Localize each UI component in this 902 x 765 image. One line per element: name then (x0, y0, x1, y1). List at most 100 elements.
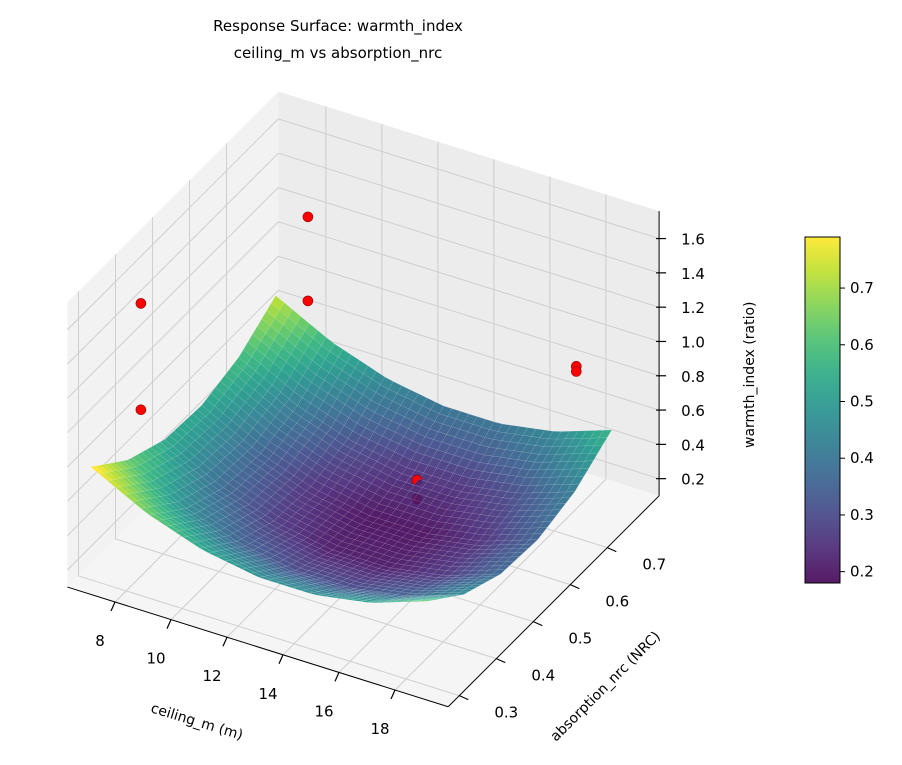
surface-facet (441, 595, 455, 598)
y-tick-label: 0.6 (605, 593, 629, 611)
z-axis-label: warmth_index (ratio) (742, 302, 758, 449)
axes: 8 10 12 14 16 18 0.3 0.4 0.5 0.6 0.7 0.2 0.4 0.6 0.8 1.… (67, 211, 705, 738)
surface-facet (496, 565, 511, 571)
surface-facet (450, 594, 464, 596)
surface-facet (533, 527, 548, 535)
y-tick-label: 0.3 (494, 704, 518, 722)
z-gridline (278, 255, 660, 377)
z-tick-label: 1.2 (681, 299, 705, 317)
x-tick-label: 14 (258, 685, 277, 703)
data-point (135, 298, 147, 309)
x-tick-label: 18 (370, 720, 389, 738)
surface-facet (538, 521, 552, 529)
z-gridline (278, 118, 660, 240)
surface-facet (547, 509, 562, 517)
x-tick (222, 636, 228, 647)
surface-facet (432, 597, 446, 600)
z-gridline (67, 152, 279, 365)
surface-facet (418, 600, 432, 602)
colorbar (804, 236, 841, 584)
surface-facet (469, 584, 483, 588)
z-tick-label: 1.6 (681, 231, 705, 249)
z-gridline (278, 289, 660, 411)
data-point (302, 295, 314, 307)
x-tick-label: 16 (314, 702, 333, 720)
surface-facet (501, 560, 516, 566)
z-tick-label: 0.2 (681, 471, 705, 489)
x-tick-label: 10 (146, 650, 165, 668)
x-tick (390, 689, 396, 700)
x-tick (110, 601, 116, 612)
surface-facet (436, 596, 450, 599)
x-tick (166, 619, 172, 629)
surface-facet (542, 515, 557, 523)
surface-facet (510, 552, 525, 558)
data-point (135, 404, 147, 416)
data-point (302, 211, 314, 223)
y-tick (533, 621, 543, 627)
z-tick-label: 0.6 (681, 402, 705, 420)
z-tick-label: 1.4 (681, 265, 705, 283)
colorbar-tick-label: 0.5 (850, 392, 874, 410)
y-tick (607, 547, 617, 553)
surface-facet (589, 445, 603, 454)
surface-facet (584, 452, 599, 462)
chart-title-line-2: ceiling_m vs absorption_nrc (234, 44, 443, 63)
surface-facet (519, 543, 534, 549)
surface-facet (422, 599, 436, 601)
y-gridline (115, 538, 497, 660)
surface-facet (561, 491, 576, 499)
surface-facet (478, 578, 492, 583)
chart-title-line-1: Response Surface: warmth_index (213, 17, 463, 36)
x-tick (334, 672, 340, 682)
surface-facet (565, 483, 580, 493)
z-gridline (67, 187, 279, 399)
surface-facet (464, 586, 478, 590)
z-gridline (67, 221, 279, 434)
z-tick-label: 0.8 (681, 368, 705, 386)
y-gridline (78, 575, 460, 697)
y-tick (459, 695, 469, 701)
surface-and-points (90, 211, 613, 603)
surface-facet (487, 573, 501, 577)
x-gridline (394, 478, 607, 691)
y-tick-label: 0.7 (642, 556, 666, 574)
z-tick-label: 0.4 (681, 436, 705, 454)
colorbar-tick-label: 0.6 (850, 336, 874, 354)
z-gridline (67, 118, 279, 331)
y-axis-label: absorption_nrc (NRC) (548, 629, 664, 745)
z-gridline (278, 324, 660, 445)
data-point (570, 366, 582, 377)
x-axis-label: ceiling_m (m) (149, 701, 245, 744)
x-axis-line (67, 586, 449, 708)
y-tick (570, 584, 580, 590)
y-tick (496, 658, 506, 664)
y-tick-label: 0.4 (531, 667, 555, 685)
z-gridline (278, 152, 660, 274)
surface-facet (491, 569, 506, 575)
surface-facet (427, 598, 441, 601)
z-gridline (278, 187, 660, 308)
surface-facet (505, 556, 520, 562)
surface-facet (524, 539, 539, 545)
surface-facet (473, 581, 487, 585)
surface-facet (446, 595, 460, 597)
y-axis-line (447, 495, 660, 708)
y-tick-label: 0.5 (568, 630, 592, 648)
z-gridline (67, 255, 279, 468)
x-tick-label: 12 (202, 667, 221, 685)
colorbar-tick-label: 0.4 (850, 449, 874, 467)
x-tick (278, 654, 284, 665)
surface-facet (455, 591, 469, 595)
colorbar-tick-label: 0.7 (850, 279, 874, 297)
colorbar-ticks: 0.2 0.3 0.4 0.5 0.6 0.7 (840, 279, 874, 581)
surface-facet (482, 576, 497, 580)
colorbar-tick-label: 0.3 (850, 506, 874, 524)
z-tick-label: 1.0 (681, 333, 705, 351)
surface-facet (459, 589, 474, 593)
colorbar-tick-label: 0.2 (850, 563, 874, 581)
z-gridline (278, 221, 660, 342)
x-tick-label: 8 (95, 632, 105, 650)
surface-facet (528, 533, 543, 541)
